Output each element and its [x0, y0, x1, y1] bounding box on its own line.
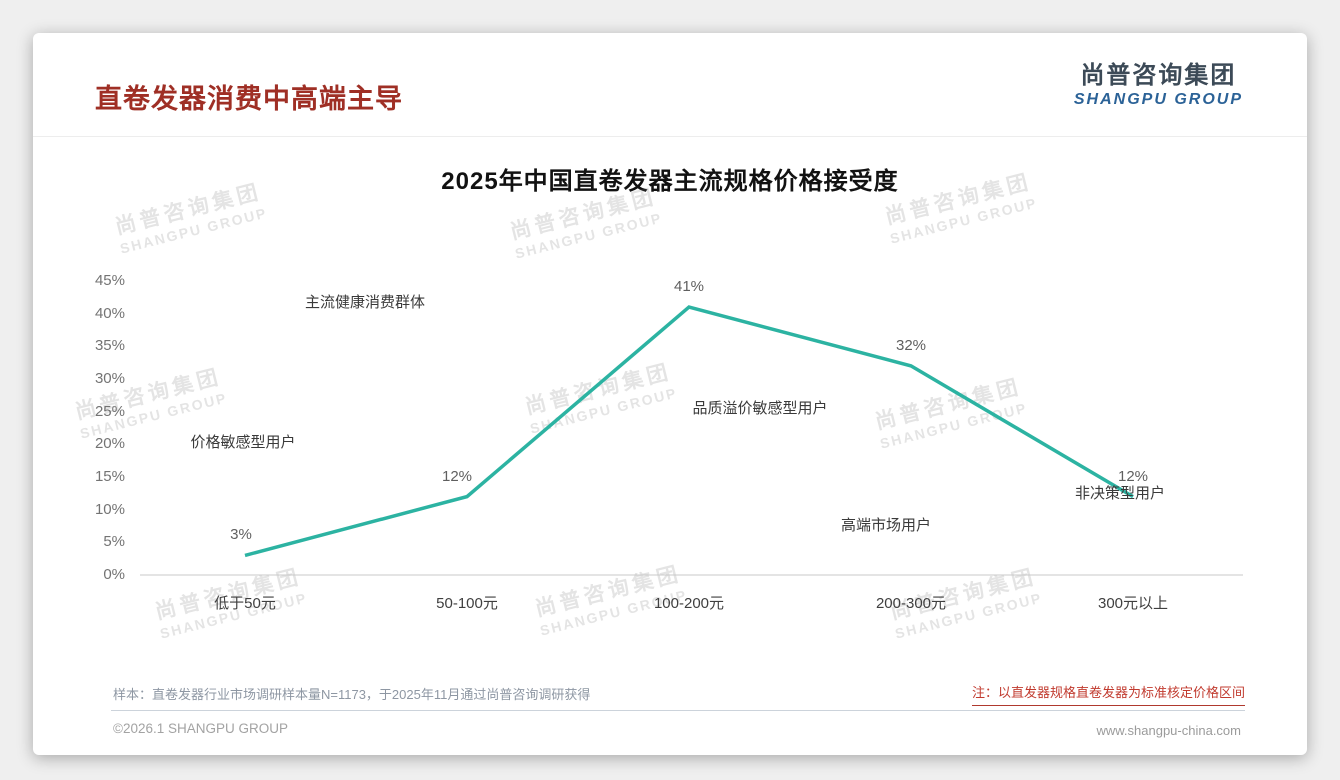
x-category-label: 200-300元	[875, 595, 947, 612]
copyright-text: ©2026.1 SHANGPU GROUP	[113, 721, 289, 736]
x-category-label: 低于50元	[214, 595, 276, 612]
logo-english-text: SHANGPU GROUP	[1073, 91, 1243, 108]
website-text: www.shangpu-china.com	[1096, 723, 1241, 738]
pricing-note: 注：以直发器规格直卷发器为标准核定价格区间	[971, 682, 1245, 706]
data-point-label: 3%	[230, 526, 252, 544]
chart-annotation: 高端市场用户	[840, 517, 931, 534]
page-title: 直卷发器消费中高端主导	[95, 84, 403, 114]
y-tick-label: 15%	[94, 468, 125, 485]
x-category-label: 100-200元	[653, 595, 725, 612]
y-tick-label: 5%	[103, 533, 125, 551]
y-tick-label: 10%	[94, 500, 125, 518]
chart-annotation: 品质溢价敏感型用户	[692, 400, 828, 417]
y-tick-label: 30%	[94, 370, 125, 387]
data-point-label: 12%	[1117, 467, 1149, 485]
chart-plot-svg	[140, 305, 1243, 576]
data-point-label: 32%	[895, 336, 927, 354]
chart-annotation: 主流健康消费群体	[304, 294, 425, 311]
chart-annotation: 价格敏感型用户	[190, 434, 296, 451]
chart-annotation: 非决策型用户	[1074, 485, 1165, 502]
y-tick-label: 25%	[94, 402, 125, 420]
slide-card: 直卷发器消费中高端主导 尚普咨询集团 SHANGPU GROUP 2025年中国…	[33, 33, 1307, 755]
y-tick-label: 20%	[94, 435, 125, 453]
y-tick-label: 35%	[94, 337, 125, 355]
slide-header: 直卷发器消费中高端主导 尚普咨询集团 SHANGPU GROUP	[33, 33, 1307, 137]
sample-note: 样本：直卷发器行业市场调研样本量N=1173，于2025年11月通过尚普咨询调研…	[113, 687, 591, 702]
data-point-label: 41%	[673, 278, 705, 296]
chart-title: 2025年中国直卷发器主流规格价格接受度	[441, 168, 899, 195]
company-logo: 尚普咨询集团 SHANGPU GROUP	[1074, 55, 1243, 109]
y-tick-label: 45%	[94, 272, 125, 289]
footer-divider	[111, 710, 1245, 711]
line-chart: 0% 5% 10% 15% 20% 25% 30% 35% 40% 45% 低于50元 50-100…	[33, 33, 1307, 755]
y-tick-label: 40%	[94, 304, 125, 322]
data-point-label: 12%	[441, 467, 473, 485]
y-tick-label: 0%	[103, 566, 125, 583]
x-category-label: 50-100元	[436, 595, 498, 612]
x-category-label: 300元以上	[1097, 595, 1169, 612]
data-line	[244, 305, 1134, 558]
logo-chinese-text: 尚普咨询集团	[1080, 62, 1237, 89]
